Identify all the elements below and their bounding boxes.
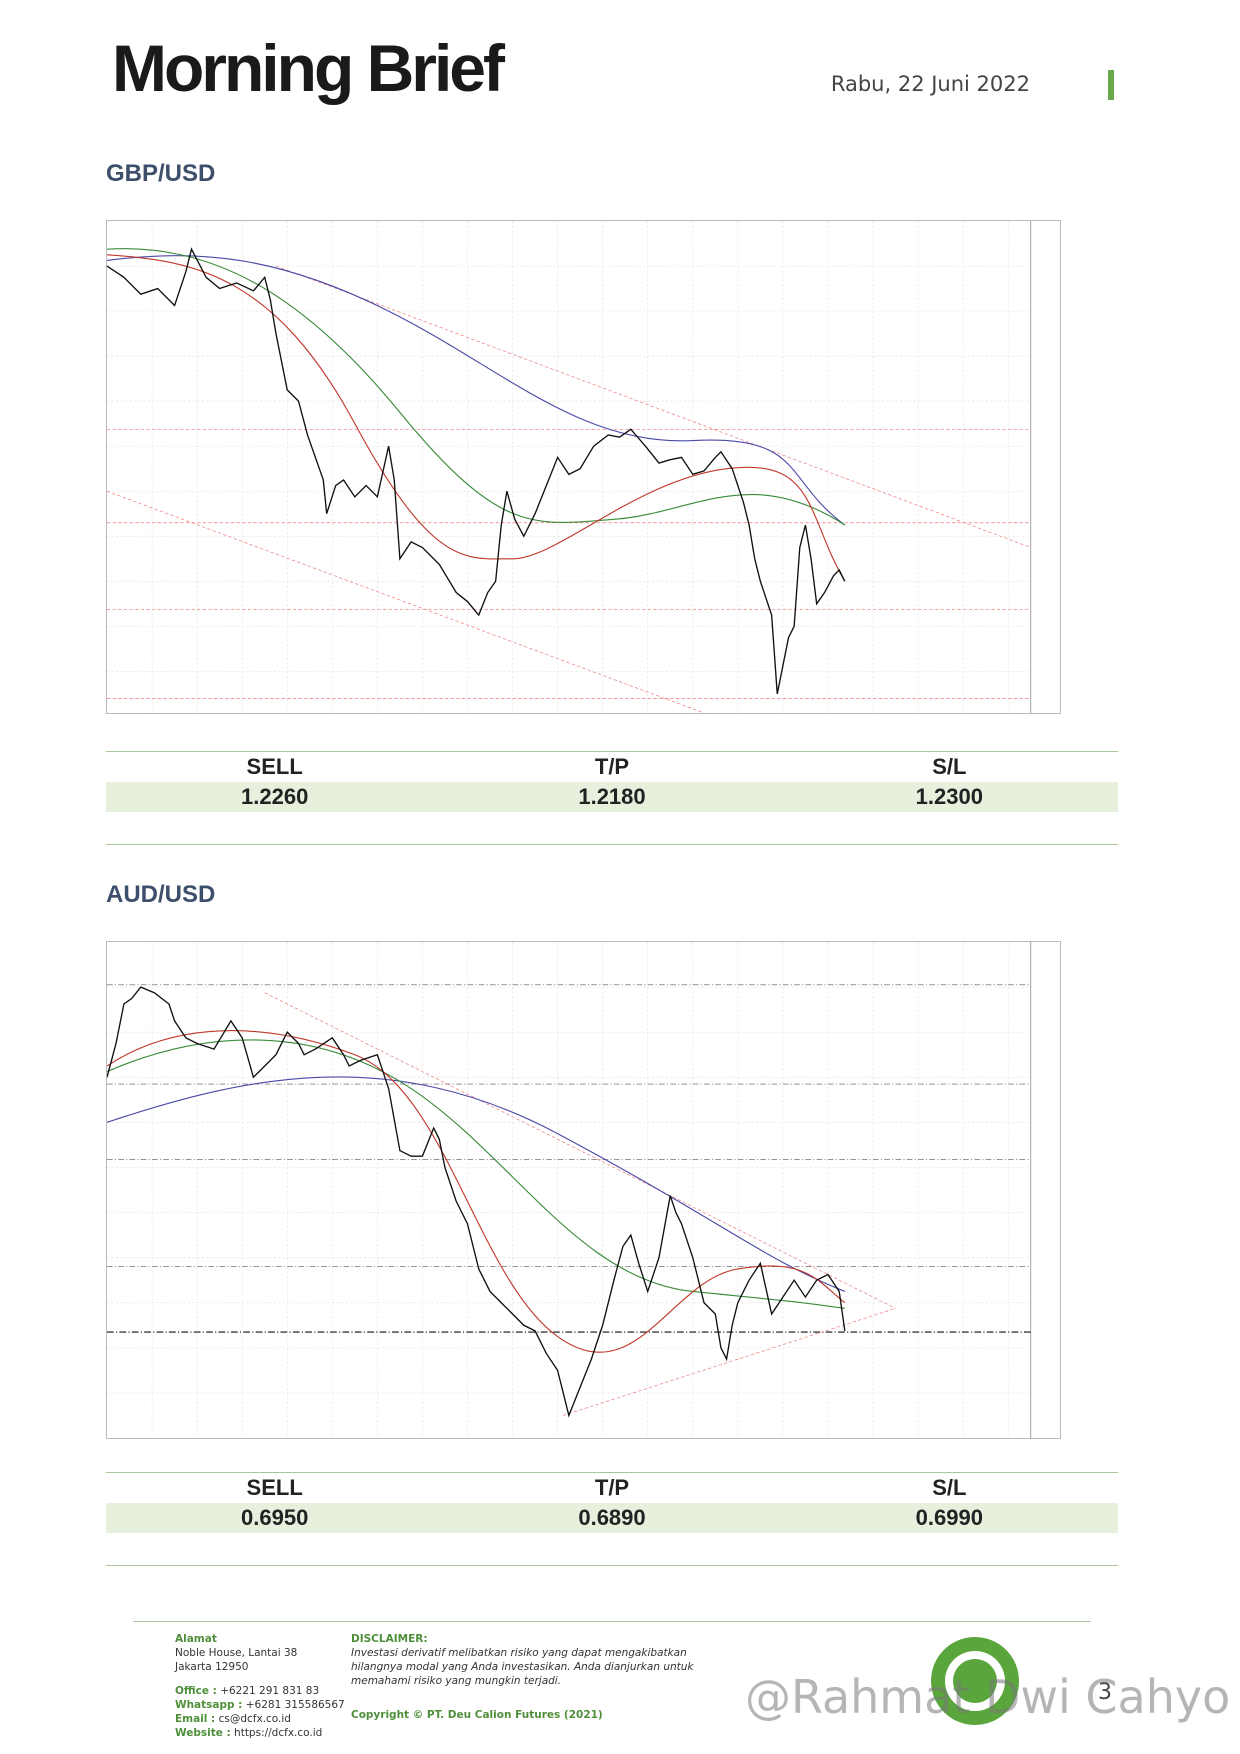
- contact-value: cs@dcfx.co.id: [218, 1713, 291, 1725]
- contact-label: Whatsapp :: [175, 1699, 243, 1711]
- address: Alamat Noble House, Lantai 38 Jakarta 12…: [175, 1632, 345, 1740]
- footer-rule: [133, 1621, 1091, 1622]
- address-line: Jakarta 12950: [175, 1661, 249, 1673]
- cell: 1.2260: [241, 784, 309, 809]
- col-header: S/L: [932, 754, 967, 779]
- watermark: @Rahmat Dwi Cahyo: [745, 1670, 1231, 1724]
- contact-label: Email :: [175, 1713, 216, 1725]
- date: Rabu, 22 Juni 2022: [830, 72, 1030, 96]
- cell: 0.6890: [578, 1505, 646, 1530]
- pair-title: AUD/USD: [106, 881, 216, 908]
- col-header: SELL: [246, 754, 303, 779]
- disclaimer-title: DISCLAIMER:: [351, 1633, 428, 1645]
- price-chart: [106, 220, 1061, 714]
- col-header: SELL: [246, 1475, 303, 1500]
- signal-table: SELL T/P S/L 1.2260 1.2180 1.2300: [106, 751, 1118, 845]
- address-line: Noble House, Lantai 38: [175, 1647, 298, 1659]
- col-header: T/P: [594, 1475, 630, 1500]
- cell: 1.2300: [915, 784, 983, 809]
- contact-label: Office :: [175, 1685, 217, 1697]
- cell: 0.6950: [241, 1505, 309, 1530]
- copyright: Copyright © PT. Deu Calion Futures (2021…: [351, 1709, 603, 1721]
- disclaimer: DISCLAIMER: Investasi derivatif melibatk…: [351, 1632, 693, 1722]
- address-label: Alamat: [175, 1633, 217, 1645]
- disclaimer-line: hilangnya modal yang Anda investasikan. …: [351, 1661, 694, 1673]
- pair-title: GBP/USD: [106, 160, 216, 187]
- disclaimer-line: Investasi derivatif melibatkan risiko ya…: [351, 1647, 687, 1659]
- grid: [107, 221, 1031, 713]
- cell: 1.2180: [578, 784, 646, 809]
- disclaimer-line: memahami risiko yang mungkin terjadi.: [351, 1675, 562, 1687]
- contact-value: +6281 315586567: [245, 1699, 345, 1711]
- signal-table: SELL T/P S/L 0.6950 0.6890 0.6990: [106, 1472, 1118, 1566]
- contact-value: +6221 291 831 83: [220, 1685, 320, 1697]
- col-header: T/P: [594, 754, 630, 779]
- title: Morning Brief: [112, 31, 505, 105]
- contact-value: https://dcfx.co.id: [234, 1727, 323, 1739]
- cell: 0.6990: [915, 1505, 983, 1530]
- logo: [931, 1637, 1019, 1725]
- col-header: S/L: [932, 1475, 967, 1500]
- accent-bar: [1108, 70, 1114, 100]
- contact-label: Website :: [175, 1727, 231, 1739]
- price-chart: [106, 941, 1061, 1439]
- page-number: 3: [1098, 1680, 1112, 1705]
